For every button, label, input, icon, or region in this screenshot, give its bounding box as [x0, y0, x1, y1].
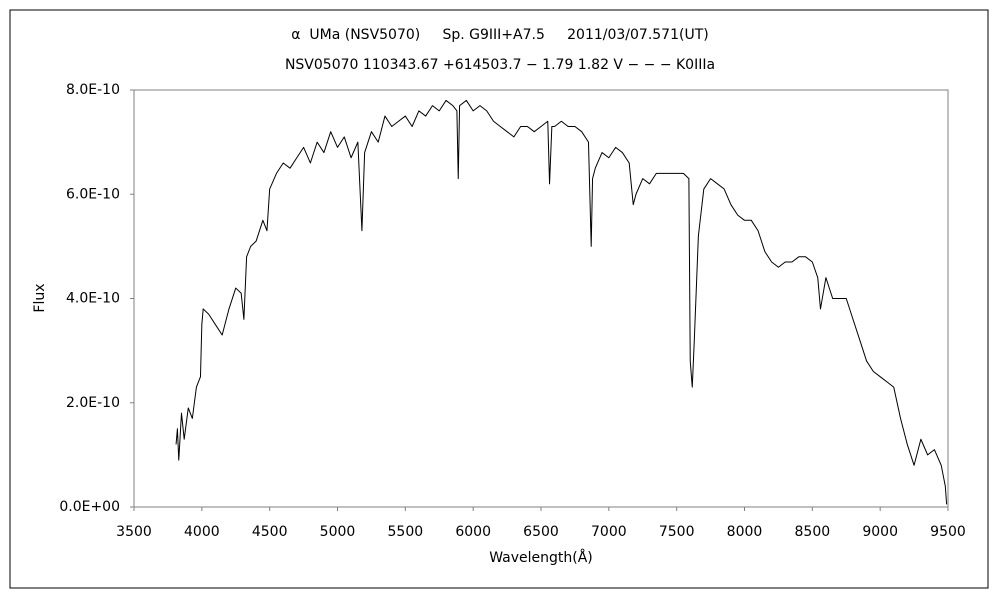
x-tick-label: 9500 — [930, 524, 966, 540]
y-tick-label: 2.0E-10 — [66, 395, 120, 411]
plot-frame — [133, 89, 949, 508]
x-tick-label: 4000 — [184, 524, 220, 540]
spectrum-line — [175, 99, 948, 505]
x-tick-label: 5000 — [320, 524, 356, 540]
y-axis-label: Flux — [32, 283, 48, 312]
x-tick-label: 3500 — [116, 524, 152, 540]
x-axis-label: Wavelength(Å) — [489, 549, 593, 566]
outer-frame — [9, 9, 989, 589]
x-tick-label: 8500 — [795, 524, 831, 540]
x-tick-label: 5500 — [388, 524, 424, 540]
y-tick-label: 6.0E-10 — [66, 186, 120, 202]
y-tick-label: 8.0E-10 — [66, 82, 120, 98]
x-tick-label: 7500 — [659, 524, 695, 540]
y-tick-label: 0.0E+00 — [59, 499, 120, 515]
x-tick-label: 4500 — [252, 524, 288, 540]
x-tick-label: 6000 — [455, 524, 491, 540]
x-tick-label: 6500 — [523, 524, 559, 540]
chart-subtitle: NSV05070 110343.67 +614503.7 − 1.79 1.82… — [285, 57, 715, 73]
x-tick-label: 8000 — [727, 524, 763, 540]
x-tick-label: 9000 — [862, 524, 898, 540]
chart-title: α UMa (NSV5070) Sp. G9III+A7.5 2011/03/0… — [291, 27, 708, 43]
x-tick-label: 7000 — [591, 524, 627, 540]
y-tick-label: 4.0E-10 — [66, 291, 120, 307]
